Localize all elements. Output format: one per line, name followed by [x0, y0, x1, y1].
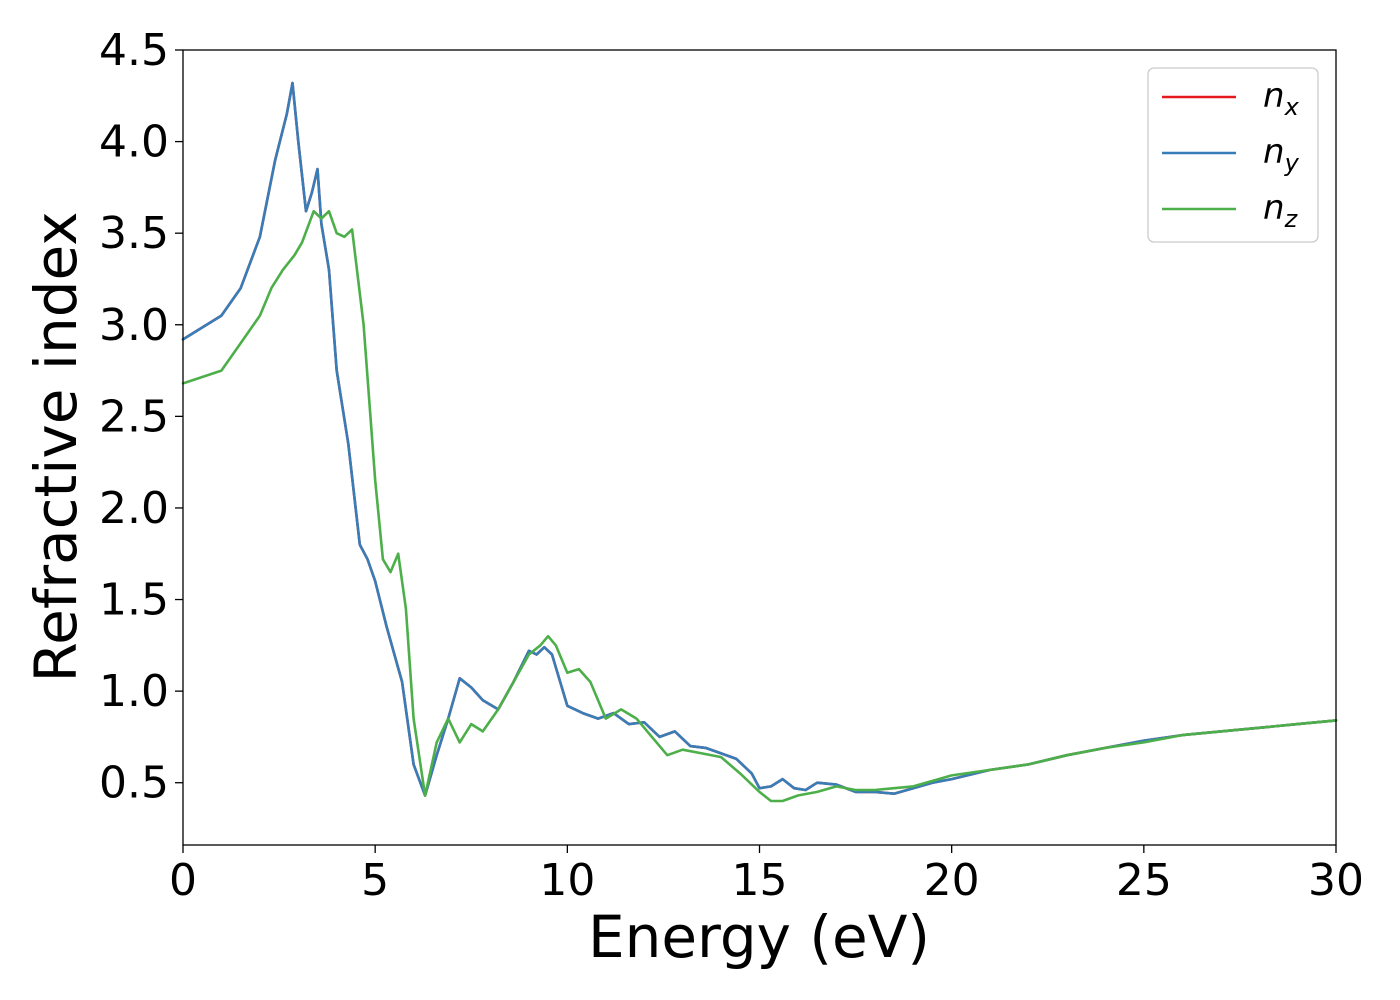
y-tick-label: 2.0 — [99, 483, 169, 534]
y-axis-ticks: 0.5 1.0 1.5 2.0 2.5 3.0 3.5 4.0 4.5 — [99, 25, 183, 809]
x-tick-label: 5 — [361, 855, 389, 906]
y-tick-label: 1.5 — [99, 575, 169, 626]
x-tick-label: 15 — [732, 855, 788, 906]
legend-label-nx: nx — [1263, 76, 1300, 121]
legend-label-nz: nz — [1263, 188, 1299, 233]
y-tick-label: 3.0 — [99, 300, 169, 351]
series-line-ny — [181, 81, 1338, 797]
x-axis-title: Energy (eV) — [588, 903, 930, 971]
x-tick-label: 30 — [1308, 855, 1364, 906]
x-tick-label: 20 — [924, 855, 980, 906]
y-tick-label: 4.0 — [99, 117, 169, 168]
x-axis-ticks: 0 5 10 15 20 25 30 — [169, 845, 1364, 906]
legend-box — [1147, 67, 1319, 243]
legend: nx ny nz — [1147, 67, 1319, 243]
y-axis-title: Refractive index — [22, 211, 90, 682]
legend-label-ny: ny — [1263, 132, 1300, 177]
y-tick-label: 2.5 — [99, 391, 169, 442]
series-line-nz — [181, 209, 1338, 803]
y-tick-label: 4.5 — [99, 25, 169, 76]
series-layer — [181, 81, 1338, 803]
x-tick-label: 0 — [169, 855, 197, 906]
x-tick-label: 10 — [539, 855, 595, 906]
y-tick-label: 1.0 — [99, 666, 169, 717]
y-tick-label: 3.5 — [99, 208, 169, 259]
y-tick-label: 0.5 — [99, 758, 169, 809]
x-tick-label: 25 — [1116, 855, 1172, 906]
